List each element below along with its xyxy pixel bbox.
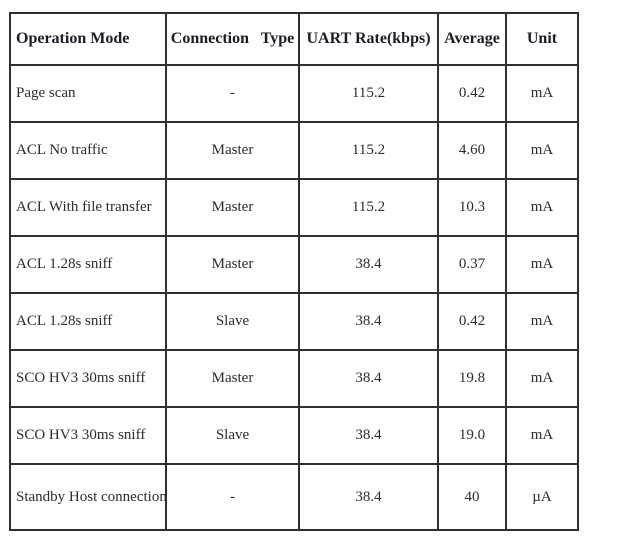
unit-cell: mA — [505, 178, 579, 237]
operation-mode-cell: ACL 1.28s sniff — [9, 235, 167, 294]
average-cell: 40 — [437, 463, 507, 531]
average-cell: 0.37 — [437, 235, 507, 294]
operation-mode-cell: SCO HV3 30ms sniff — [9, 406, 167, 465]
header-row: Operation Mode Connection Type UART Rate(k… — [9, 12, 579, 66]
column-header-unit: Unit — [505, 12, 579, 66]
average-cell: 10.3 — [437, 178, 507, 237]
table-header: Operation Mode Connection Type UART Rate(k… — [9, 12, 579, 66]
connection-type-cell: Slave — [165, 292, 300, 351]
uart-rate-cell: 115.2 — [298, 121, 439, 180]
table-row: Standby Host connection -38.4 40 µA — [9, 463, 579, 531]
power-consumption-table: Operation Mode Connection Type UART Rate(k… — [9, 12, 579, 531]
operation-mode-cell: Page scan — [9, 64, 167, 123]
uart-rate-cell: 115.2 — [298, 178, 439, 237]
unit-cell: mA — [505, 121, 579, 180]
connection-type-cell: Slave — [165, 406, 300, 465]
average-cell: 4.60 — [437, 121, 507, 180]
unit-cell: µA — [505, 463, 579, 531]
table-row: SCO HV3 30ms sniff Slave 38.4 19.0 mA — [9, 406, 579, 465]
average-cell: 0.42 — [437, 292, 507, 351]
column-header-average: Average — [437, 12, 507, 66]
column-header-uart-rate: UART Rate(kbps) — [298, 12, 439, 66]
table-row: SCO HV3 30ms sniff Master 38.4 19.8 mA — [9, 349, 579, 408]
table-row: ACL No traffic Master 115.2 4.60 mA — [9, 121, 579, 180]
connection-type-cell: Master — [165, 349, 300, 408]
unit-cell: mA — [505, 292, 579, 351]
connection-type-cell: Master — [165, 121, 300, 180]
column-header-connection-type: Connection Type — [165, 12, 300, 66]
connection-type-cell: Master — [165, 178, 300, 237]
table-row: ACL 1.28s sniff Slave 38.4 0.42 mA — [9, 292, 579, 351]
uart-rate-cell: 38.4 — [298, 406, 439, 465]
table-row: ACL With file transfer Master 115.2 10.3 mA — [9, 178, 579, 237]
unit-cell: mA — [505, 64, 579, 123]
operation-mode-cell: ACL With file transfer — [9, 178, 167, 237]
average-cell: 19.8 — [437, 349, 507, 408]
operation-mode-cell: ACL 1.28s sniff — [9, 292, 167, 351]
table-body: Page scan -115.2 0.42 mA ACL No traffic Maste… — [9, 64, 579, 531]
uart-rate-cell: 38.4 — [298, 349, 439, 408]
connection-type-cell: - — [165, 463, 300, 531]
table-row: ACL 1.28s sniff Master 38.4 0.37 mA — [9, 235, 579, 294]
unit-cell: mA — [505, 235, 579, 294]
unit-cell: mA — [505, 406, 579, 465]
uart-rate-cell: 38.4 — [298, 235, 439, 294]
column-header-operation-mode: Operation Mode — [9, 12, 167, 66]
uart-rate-cell: 38.4 — [298, 463, 439, 531]
operation-mode-cell: Standby Host connection — [9, 463, 167, 531]
table-row: Page scan -115.2 0.42 mA — [9, 64, 579, 123]
operation-mode-cell: ACL No traffic — [9, 121, 167, 180]
uart-rate-cell: 38.4 — [298, 292, 439, 351]
average-cell: 19.0 — [437, 406, 507, 465]
uart-rate-cell: 115.2 — [298, 64, 439, 123]
connection-type-cell: Master — [165, 235, 300, 294]
operation-mode-cell: SCO HV3 30ms sniff — [9, 349, 167, 408]
connection-type-cell: - — [165, 64, 300, 123]
average-cell: 0.42 — [437, 64, 507, 123]
unit-cell: mA — [505, 349, 579, 408]
